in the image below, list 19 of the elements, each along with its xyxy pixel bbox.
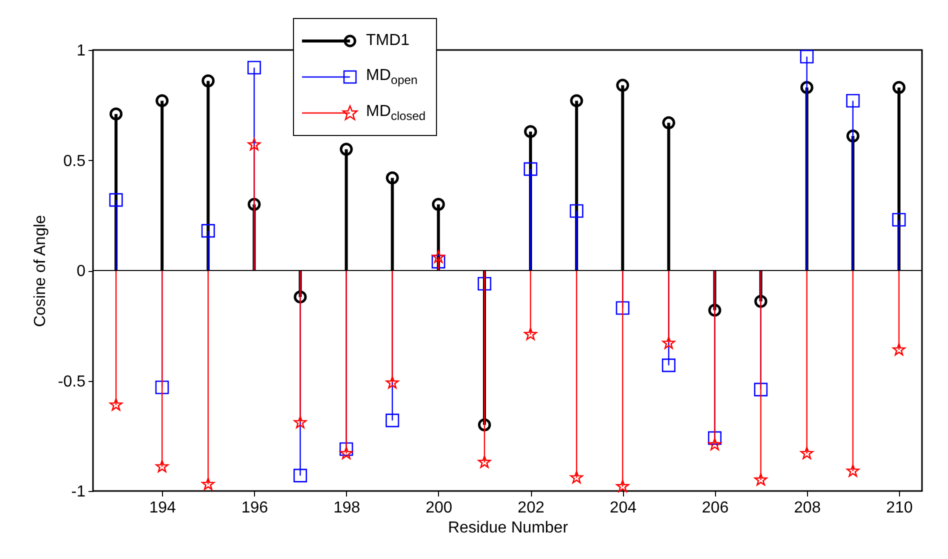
y-axis-title: Cosine of Angle — [32, 214, 49, 328]
y-tick-label: 0.5 — [63, 152, 86, 170]
x-tick-label: 200 — [426, 500, 452, 516]
x-tick-label: 204 — [610, 500, 637, 516]
x-axis-title: Residue Number — [448, 520, 569, 536]
legend-label: TMD1 — [366, 32, 410, 50]
x-tick-label: 194 — [149, 500, 176, 516]
y-tick-label: -1 — [71, 484, 86, 500]
legend-label: MD$_{closed}$ — [366, 102, 426, 124]
y-tick-label: 1 — [76, 42, 86, 60]
x-tick-label: 210 — [886, 500, 913, 516]
x-tick-label: 206 — [702, 500, 729, 516]
legend-label: MD$_{open}$ — [366, 66, 418, 88]
y-tick-label: 0 — [76, 263, 86, 280]
x-tick-label: 202 — [518, 500, 544, 516]
x-tick-label: 196 — [241, 500, 268, 516]
x-tick-label: 208 — [794, 500, 821, 516]
x-tick-label: 198 — [333, 500, 360, 516]
y-tick-label: -0.5 — [58, 373, 86, 390]
